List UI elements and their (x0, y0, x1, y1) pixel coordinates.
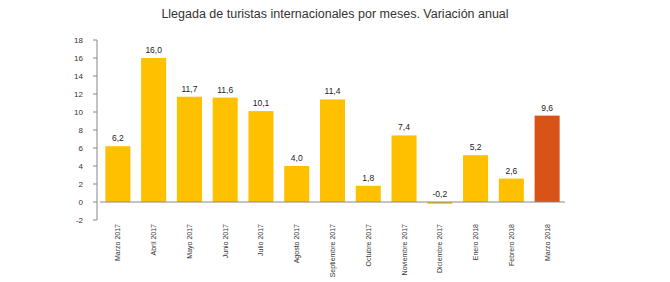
y-tick-label: 14 (74, 72, 83, 81)
y-tick (93, 94, 97, 95)
y-tick (93, 76, 97, 77)
y-tick-label: 2 (79, 180, 84, 189)
y-tick-label: 4 (79, 162, 84, 171)
y-tick (93, 58, 97, 59)
data-label: 5,2 (470, 142, 482, 152)
bar (213, 98, 238, 202)
y-tick (93, 40, 97, 41)
y-tick (93, 202, 97, 203)
data-label: 11,4 (325, 86, 341, 96)
bar (177, 97, 202, 202)
data-label: -0,2 (432, 189, 447, 199)
bar (248, 111, 273, 202)
data-label: 7,4 (398, 122, 410, 132)
y-tick-label: 18 (74, 36, 83, 45)
y-tick-label: 10 (74, 108, 83, 117)
x-tick-label: Enero 2018 (472, 224, 479, 260)
y-tick-label: 16 (74, 54, 83, 63)
x-tick-label: Julio 2017 (257, 224, 264, 256)
data-label: 2,6 (505, 166, 517, 176)
bar (141, 58, 166, 202)
data-label: 10,1 (253, 98, 270, 108)
bar (284, 166, 309, 202)
data-label: 16,0 (145, 45, 162, 55)
y-axis: -2 0 2 4 6 8 10 12 14 16 18 (74, 36, 97, 225)
x-tick-label: Abril 2017 (150, 224, 157, 256)
x-tick-label: Agosto 2017 (293, 224, 301, 263)
y-tick (93, 148, 97, 149)
bar (499, 179, 524, 202)
y-tick (93, 130, 97, 131)
x-axis-line (100, 202, 565, 203)
labels: 6,2 Marzo 2017 16,0 Abril 2017 11,7 Mayo 2017… (112, 45, 553, 277)
data-label: 11,7 (181, 84, 197, 94)
data-label: 9,6 (541, 103, 553, 113)
x-tick-label: Noviembre 2017 (401, 224, 408, 275)
x-tick-label: Marzo 2017 (114, 224, 121, 261)
y-tick (93, 166, 97, 167)
x-tick-label: Febrero 2018 (508, 224, 515, 266)
x-tick-label: Diciembre 2017 (436, 224, 443, 273)
y-tick-label: -2 (76, 216, 84, 225)
bar (356, 186, 381, 202)
y-tick-label: 6 (79, 144, 84, 153)
x-tick-label: Junio 2017 (222, 224, 229, 258)
data-label: 6,2 (112, 133, 124, 143)
data-label: 4,0 (291, 153, 303, 163)
bar (463, 155, 488, 202)
y-tick (93, 220, 97, 221)
bar (105, 146, 130, 202)
data-label: 11,6 (217, 85, 233, 95)
y-tick (93, 112, 97, 113)
y-tick-label: 12 (74, 90, 83, 99)
x-tick-label: Marzo 2018 (544, 224, 551, 261)
y-tick-label: 8 (79, 126, 84, 135)
bar (320, 99, 345, 202)
x-tick-label: Mayo 2017 (186, 224, 194, 259)
chart-svg: Llegada de turistas internacionales por … (0, 0, 670, 282)
data-label: 1,8 (362, 173, 374, 183)
bar (535, 116, 560, 202)
x-tick-label: Octubre 2017 (365, 224, 372, 267)
x-tick-label: Septiembre 2017 (329, 224, 337, 277)
bars (105, 58, 559, 204)
bar (392, 135, 417, 202)
y-tick-label: 0 (79, 198, 84, 207)
title: Llegada de turistas internacionales por … (161, 7, 508, 21)
chart-container: Llegada de turistas internacionales por … (0, 0, 670, 282)
y-tick (93, 184, 97, 185)
